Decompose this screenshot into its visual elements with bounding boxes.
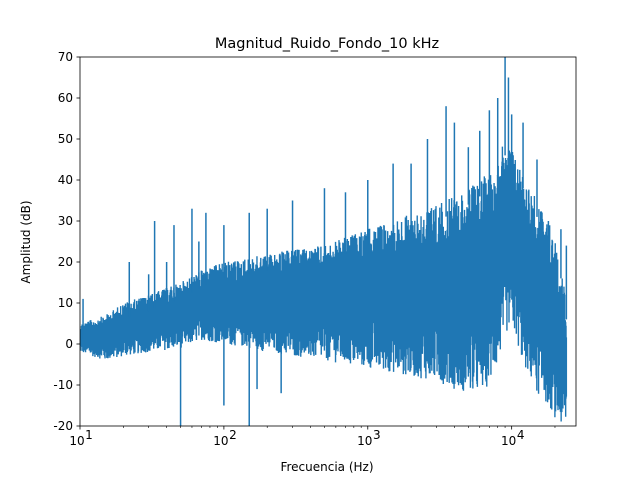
y-tick-label: 50 (58, 132, 73, 146)
y-tick-label: 20 (58, 255, 73, 269)
y-tick-label: 30 (58, 214, 73, 228)
chart-title: Magnitud_Ruido_Fondo_10 kHz (215, 36, 439, 52)
plot-frame (79, 56, 577, 427)
spectrum-series (80, 57, 568, 426)
y-axis-label: Amplitud (dB) (19, 200, 33, 283)
y-tick-label: 60 (58, 91, 73, 105)
spectrum-noise-band (80, 146, 568, 422)
y-tick-label: 70 (58, 50, 73, 64)
x-tick-exponent: 4 (517, 428, 525, 442)
x-tick-label: 10 (213, 434, 228, 448)
x-tick-exponent: 2 (229, 428, 237, 442)
x-tick-exponent: 3 (373, 428, 381, 442)
x-tick-exponent: 1 (85, 428, 93, 442)
y-tick-label: 0 (65, 337, 73, 351)
y-tick-label: 10 (58, 296, 73, 310)
y-tick-label: -20 (53, 419, 73, 433)
x-tick-label: 10 (501, 434, 516, 448)
y-tick-label: -10 (53, 378, 73, 392)
x-tick-label: 10 (357, 434, 372, 448)
x-tick-label: 10 (69, 434, 84, 448)
y-tick-label: 40 (58, 173, 73, 187)
x-axis-label: Frecuencia (Hz) (280, 460, 373, 474)
